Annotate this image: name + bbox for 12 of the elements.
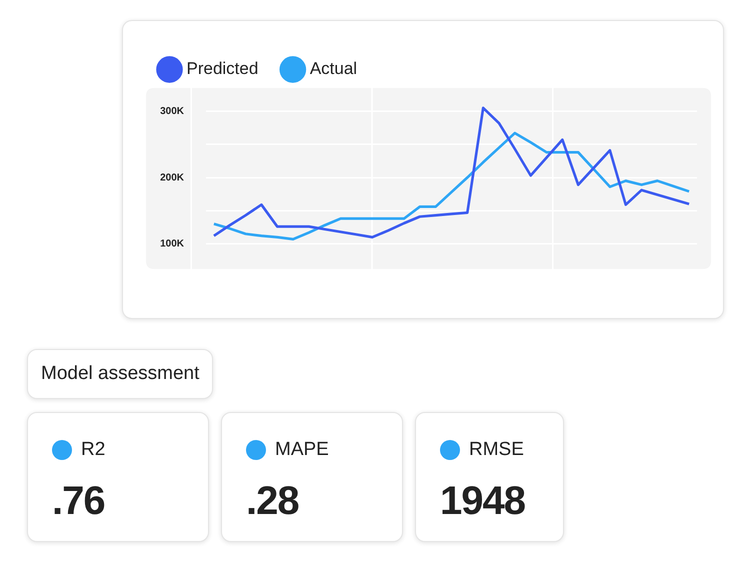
text: 1948 xyxy=(440,479,525,523)
category-label: MAPE xyxy=(275,439,329,461)
y-tick-label: 200K xyxy=(160,172,185,184)
y-tick-label: 300K xyxy=(160,106,185,117)
y-tick-label: 100K xyxy=(160,238,185,250)
text: .76 xyxy=(52,479,105,523)
text: .28 xyxy=(246,479,299,523)
legend-label: Predicted xyxy=(186,59,258,78)
text: Model assessment xyxy=(27,349,214,399)
category-label: RMSE xyxy=(469,439,524,461)
legend-label: Actual xyxy=(310,59,358,78)
category-label: R2 xyxy=(81,439,106,461)
